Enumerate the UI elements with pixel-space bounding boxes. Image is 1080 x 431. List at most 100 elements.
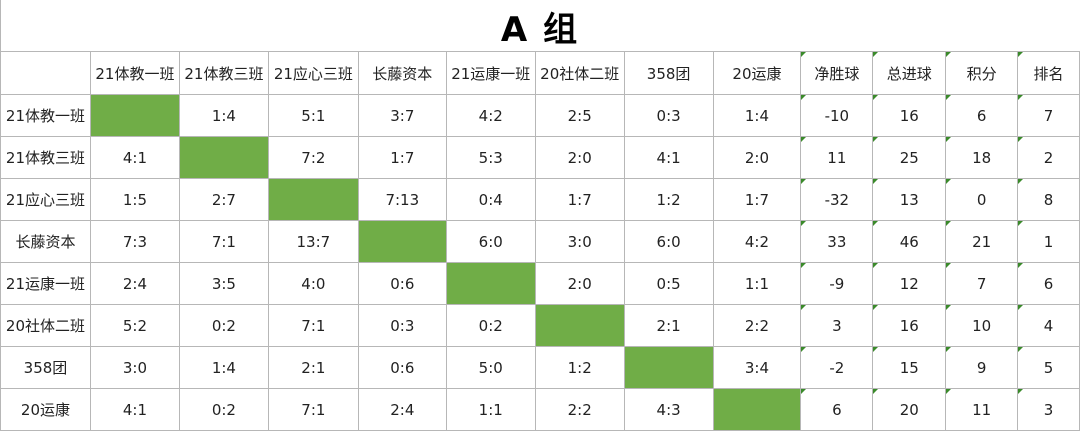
score-cell[interactable]: 0:3 <box>357 304 447 347</box>
stat-cell[interactable]: 33 <box>800 220 874 263</box>
score-cell[interactable]: 1:1 <box>445 388 536 431</box>
score-cell[interactable]: 2:2 <box>712 304 802 347</box>
score-cell[interactable]: 5:2 <box>89 304 180 347</box>
score-cell[interactable]: 1:7 <box>534 178 625 221</box>
column-header[interactable]: 总进球 <box>872 51 947 95</box>
score-cell[interactable]: 7:1 <box>178 220 269 263</box>
score-cell[interactable]: 4:0 <box>267 262 359 305</box>
stat-cell[interactable]: 7 <box>945 262 1019 305</box>
column-header[interactable]: 净胜球 <box>800 51 874 95</box>
stat-cell[interactable]: 1 <box>1017 220 1080 263</box>
score-cell[interactable]: 0:2 <box>445 304 536 347</box>
stat-cell[interactable]: 7 <box>1017 94 1080 137</box>
diagonal-cell[interactable] <box>89 94 180 137</box>
score-cell[interactable]: 1:4 <box>178 346 269 389</box>
stat-cell[interactable]: 3 <box>1017 388 1080 431</box>
row-header-team[interactable]: 358团 <box>0 346 91 389</box>
score-cell[interactable]: 1:1 <box>712 262 802 305</box>
score-cell[interactable]: 4:2 <box>445 94 536 137</box>
score-cell[interactable]: 4:3 <box>623 388 714 431</box>
score-cell[interactable]: 3:0 <box>89 346 180 389</box>
diagonal-cell[interactable] <box>712 388 802 431</box>
stat-cell[interactable]: 10 <box>945 304 1019 347</box>
score-cell[interactable]: 4:1 <box>89 388 180 431</box>
row-header-team[interactable]: 20社体二班 <box>0 304 91 347</box>
stat-cell[interactable]: 18 <box>945 136 1019 179</box>
score-cell[interactable]: 1:7 <box>357 136 447 179</box>
column-header[interactable]: 长藤资本 <box>357 51 447 95</box>
score-cell[interactable]: 0:4 <box>445 178 536 221</box>
score-cell[interactable]: 0:6 <box>357 346 447 389</box>
column-header[interactable]: 21运康一班 <box>445 51 536 95</box>
score-cell[interactable]: 0:3 <box>623 94 714 137</box>
stat-cell[interactable]: 13 <box>872 178 947 221</box>
score-cell[interactable]: 2:5 <box>534 94 625 137</box>
column-header[interactable]: 21体教三班 <box>178 51 269 95</box>
column-header[interactable]: 20社体二班 <box>534 51 625 95</box>
stat-cell[interactable]: 8 <box>1017 178 1080 221</box>
score-cell[interactable]: 4:2 <box>712 220 802 263</box>
stat-cell[interactable]: 21 <box>945 220 1019 263</box>
stat-cell[interactable]: -2 <box>800 346 874 389</box>
score-cell[interactable]: 0:2 <box>178 304 269 347</box>
diagonal-cell[interactable] <box>534 304 625 347</box>
score-cell[interactable]: 1:5 <box>89 178 180 221</box>
stat-cell[interactable]: 3 <box>800 304 874 347</box>
score-cell[interactable]: 6:0 <box>623 220 714 263</box>
score-cell[interactable]: 2:1 <box>267 346 359 389</box>
column-header[interactable]: 20运康 <box>712 51 802 95</box>
score-cell[interactable]: 0:5 <box>623 262 714 305</box>
score-cell[interactable]: 4:1 <box>89 136 180 179</box>
stat-cell[interactable]: 12 <box>872 262 947 305</box>
stat-cell[interactable]: -10 <box>800 94 874 137</box>
stat-cell[interactable]: 25 <box>872 136 947 179</box>
score-cell[interactable]: 0:2 <box>178 388 269 431</box>
column-header[interactable]: 21体教一班 <box>89 51 180 95</box>
score-cell[interactable]: 7:1 <box>267 388 359 431</box>
stat-cell[interactable]: 11 <box>945 388 1019 431</box>
score-cell[interactable]: 3:0 <box>534 220 625 263</box>
score-cell[interactable]: 6:0 <box>445 220 536 263</box>
score-cell[interactable]: 7:3 <box>89 220 180 263</box>
score-cell[interactable]: 2:1 <box>623 304 714 347</box>
stat-cell[interactable]: 16 <box>872 304 947 347</box>
stat-cell[interactable]: 2 <box>1017 136 1080 179</box>
stat-cell[interactable]: 5 <box>1017 346 1080 389</box>
score-cell[interactable]: 2:7 <box>178 178 269 221</box>
score-cell[interactable]: 2:0 <box>712 136 802 179</box>
score-cell[interactable]: 1:2 <box>534 346 625 389</box>
score-cell[interactable]: 1:4 <box>178 94 269 137</box>
score-cell[interactable]: 4:1 <box>623 136 714 179</box>
score-cell[interactable]: 1:7 <box>712 178 802 221</box>
row-header-team[interactable]: 20运康 <box>0 388 91 431</box>
score-cell[interactable]: 1:4 <box>712 94 802 137</box>
score-cell[interactable]: 13:7 <box>267 220 359 263</box>
score-cell[interactable]: 3:4 <box>712 346 802 389</box>
score-cell[interactable]: 0:6 <box>357 262 447 305</box>
diagonal-cell[interactable] <box>178 136 269 179</box>
score-cell[interactable]: 7:2 <box>267 136 359 179</box>
stat-cell[interactable]: 9 <box>945 346 1019 389</box>
score-cell[interactable]: 5:1 <box>267 94 359 137</box>
row-header-team[interactable]: 21应心三班 <box>0 178 91 221</box>
diagonal-cell[interactable] <box>623 346 714 389</box>
row-header-team[interactable]: 21体教三班 <box>0 136 91 179</box>
score-cell[interactable]: 2:0 <box>534 262 625 305</box>
stat-cell[interactable]: 15 <box>872 346 947 389</box>
diagonal-cell[interactable] <box>445 262 536 305</box>
stat-cell[interactable]: 16 <box>872 94 947 137</box>
score-cell[interactable]: 2:4 <box>89 262 180 305</box>
stat-cell[interactable]: 20 <box>872 388 947 431</box>
column-header[interactable]: 21应心三班 <box>267 51 359 95</box>
column-header[interactable]: 积分 <box>945 51 1019 95</box>
score-cell[interactable]: 5:3 <box>445 136 536 179</box>
row-header-team[interactable]: 21运康一班 <box>0 262 91 305</box>
stat-cell[interactable]: 46 <box>872 220 947 263</box>
column-header[interactable]: 358团 <box>623 51 714 95</box>
stat-cell[interactable]: 11 <box>800 136 874 179</box>
row-header-team[interactable]: 21体教一班 <box>0 94 91 137</box>
diagonal-cell[interactable] <box>267 178 359 221</box>
stat-cell[interactable]: -9 <box>800 262 874 305</box>
stat-cell[interactable]: 0 <box>945 178 1019 221</box>
diagonal-cell[interactable] <box>357 220 447 263</box>
